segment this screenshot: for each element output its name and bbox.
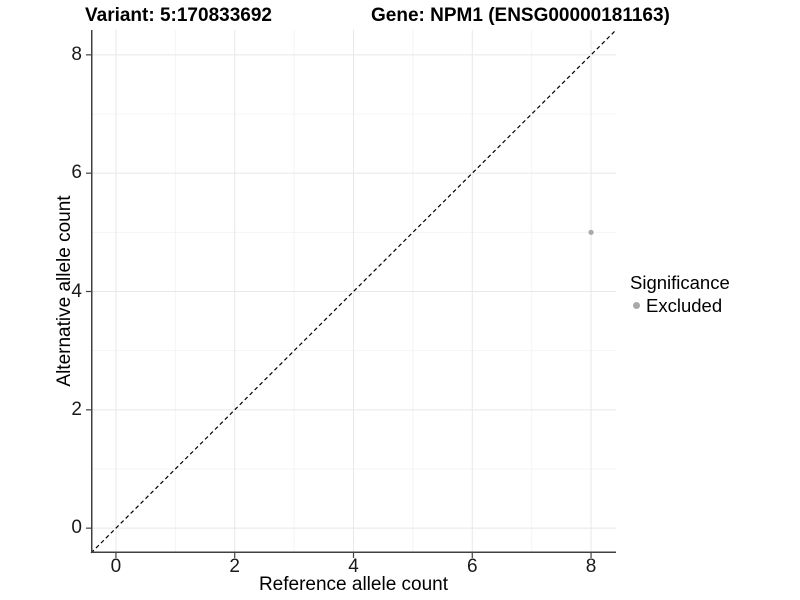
gene-title: Gene: NPM1 (ENSG00000181163) [371,5,670,26]
identity-reference-line [90,29,617,554]
variant-title: Variant: 5:170833692 [85,5,272,26]
x-tick-label: 6 [466,556,478,577]
legend-item: Excluded [630,295,730,316]
plot-canvas [86,29,617,558]
legend-title: Significance [630,272,730,293]
y-axis-title-text: Alternative allele count [54,195,75,387]
data-point [588,229,594,235]
legend-key-dot-icon [633,302,640,309]
y-tick-label: 8 [71,43,82,65]
legend-items: Excluded [630,295,730,316]
x-axis-title: Reference allele count [258,574,449,595]
y-tick-label: 2 [71,398,82,420]
legend-item-label: Excluded [646,295,723,316]
x-tick-label: 4 [348,556,359,577]
x-tick-label: 0 [110,556,122,577]
y-tick-label: 4 [71,280,82,302]
plot-panel [86,29,617,558]
y-tick-label: 0 [71,517,82,539]
x-tick-label: 8 [585,556,597,577]
legend: Significance Excluded [630,272,730,316]
x-tick-label: 2 [229,556,240,577]
y-tick-label: 6 [71,162,82,184]
